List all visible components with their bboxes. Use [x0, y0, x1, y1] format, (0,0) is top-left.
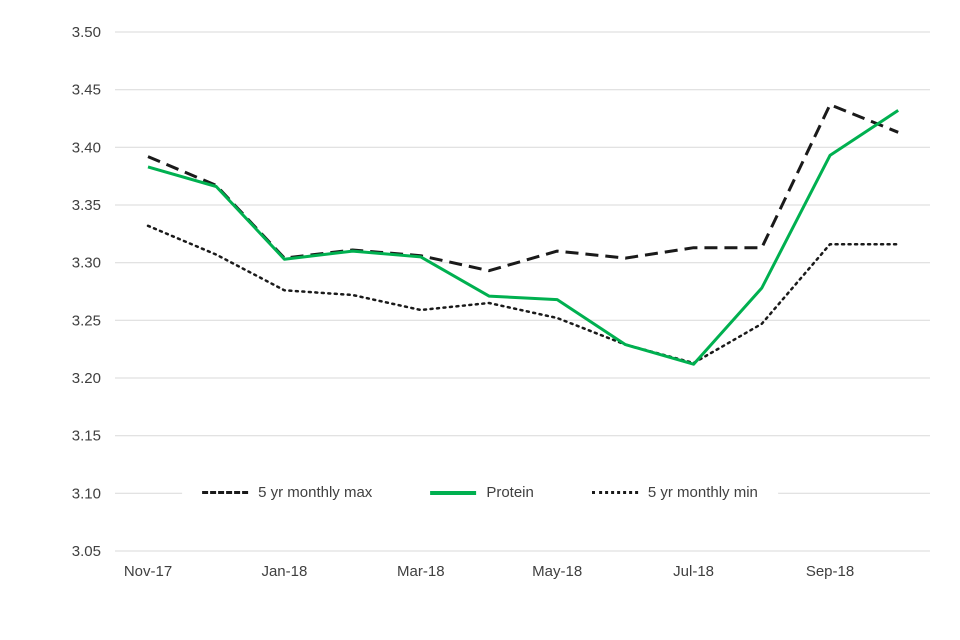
y-axis-tick-label: 3.10 [72, 485, 101, 502]
series-line-protein [147, 109, 900, 366]
legend-item-max: 5 yr monthly max [202, 484, 372, 501]
legend-item-protein: Protein [430, 484, 534, 501]
y-axis-tick-label: 3.35 [72, 197, 101, 214]
x-axis-tick-label: Jul-18 [673, 563, 714, 580]
series-line-5-yr-monthly-max [147, 103, 899, 273]
series-line-5-yr-monthly-min [146, 224, 900, 365]
legend-swatch-protein-line [430, 490, 477, 495]
x-axis-tick-label: Mar-18 [397, 563, 445, 580]
y-axis-tick-label: 3.50 [72, 24, 101, 41]
y-axis-tick-label: 3.05 [72, 543, 101, 560]
legend-swatch-min-line [591, 491, 638, 494]
y-axis-tick-label: 3.30 [72, 255, 101, 272]
y-axis-tick-label: 3.25 [72, 312, 101, 329]
x-axis-tick-label: Nov-17 [124, 563, 172, 580]
y-axis-tick-label: 3.40 [72, 139, 101, 156]
chart-legend: 5 yr monthly max Protein 5 yr monthly mi… [182, 479, 778, 506]
y-axis-tick-label: 3.45 [72, 82, 101, 99]
x-axis-tick-label: May-18 [532, 563, 582, 580]
legend-swatch-max-line [202, 491, 249, 494]
x-axis-tick-label: Jan-18 [261, 563, 307, 580]
legend-item-min: 5 yr monthly min [591, 484, 758, 501]
y-axis-tick-label: 3.15 [72, 428, 101, 445]
x-axis-tick-label: Sep-18 [806, 563, 854, 580]
legend-label-protein: Protein [486, 484, 534, 501]
legend-label-max: 5 yr monthly max [258, 484, 373, 501]
y-axis-tick-label: 3.20 [72, 370, 101, 387]
legend-label-min: 5 yr monthly min [647, 484, 758, 501]
